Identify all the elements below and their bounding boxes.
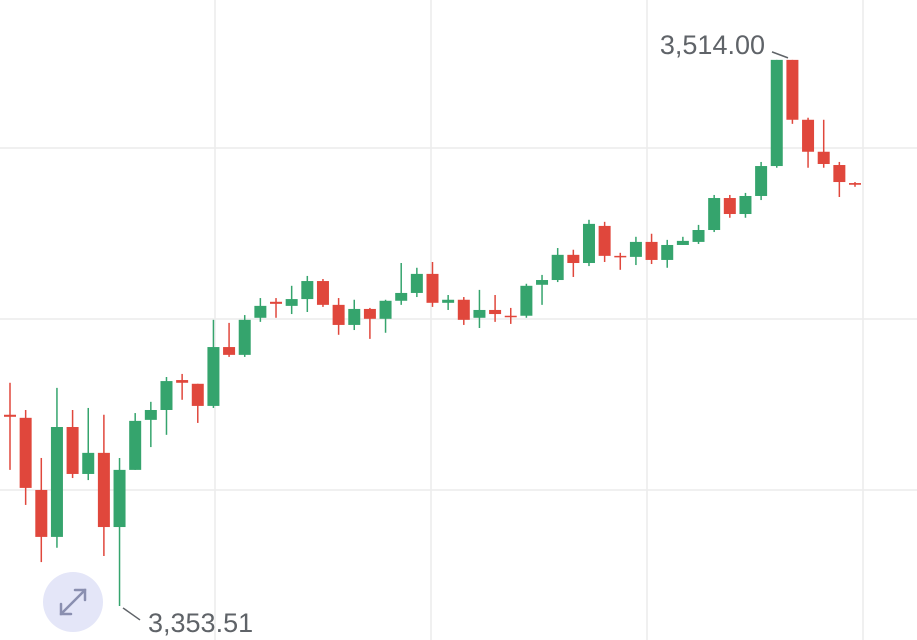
max-connector [771, 51, 789, 59]
candle-body [254, 305, 267, 318]
candle-body [755, 166, 768, 196]
candle-body [270, 301, 283, 304]
candle-body [4, 414, 16, 417]
min-label: 3,353.51 [148, 608, 253, 638]
candle-body [113, 469, 126, 528]
candle-body [129, 420, 142, 470]
candle-body [395, 292, 408, 301]
candle-body [160, 381, 173, 410]
candle-body [379, 300, 392, 319]
candle-body [207, 347, 220, 406]
candle-body [661, 244, 674, 260]
candle-body [473, 309, 486, 318]
candle-body [363, 308, 376, 319]
candle-body [223, 347, 236, 355]
max-label: 3,514.00 [660, 30, 765, 60]
candle-body [19, 417, 32, 488]
candle-body [786, 59, 799, 120]
candle-body [833, 165, 846, 183]
expand-button[interactable] [43, 572, 103, 632]
candle-body [426, 273, 439, 303]
candle-body [504, 315, 517, 318]
candle-body [551, 254, 564, 281]
candle-body [50, 427, 63, 537]
candle-body [536, 280, 549, 285]
candle-body [708, 198, 721, 231]
candle-body [723, 198, 736, 215]
candle-body [410, 273, 423, 293]
candle-body [301, 281, 314, 300]
candle-body [285, 299, 298, 306]
candle-body [739, 195, 752, 215]
candle-body [598, 225, 611, 256]
candle-body [520, 285, 533, 316]
candle-body [144, 409, 157, 420]
candle-body [582, 223, 595, 264]
candle-body [614, 255, 627, 258]
candle-body [332, 304, 345, 325]
expand-icon [59, 588, 87, 616]
candle-body [692, 230, 705, 242]
candle-body [457, 299, 470, 320]
candle-body [442, 299, 455, 303]
candle-body [849, 183, 861, 185]
candle-body [316, 281, 329, 305]
candles [4, 59, 861, 606]
candle-body [676, 240, 689, 245]
min-connector [122, 607, 141, 621]
candle-body [802, 119, 815, 152]
candle-body [176, 380, 189, 383]
candle-body [817, 151, 830, 164]
candle-body [35, 489, 48, 537]
candle-body [348, 308, 361, 325]
candle-body [645, 241, 658, 260]
candle-body [567, 254, 580, 264]
candle-body [238, 319, 251, 355]
candle-body [489, 309, 502, 315]
candle-body [66, 427, 79, 474]
candle-body [629, 241, 642, 257]
candle-body [97, 452, 110, 528]
candle-body [770, 59, 783, 167]
candle-body [82, 452, 95, 474]
candle-body [191, 383, 204, 406]
